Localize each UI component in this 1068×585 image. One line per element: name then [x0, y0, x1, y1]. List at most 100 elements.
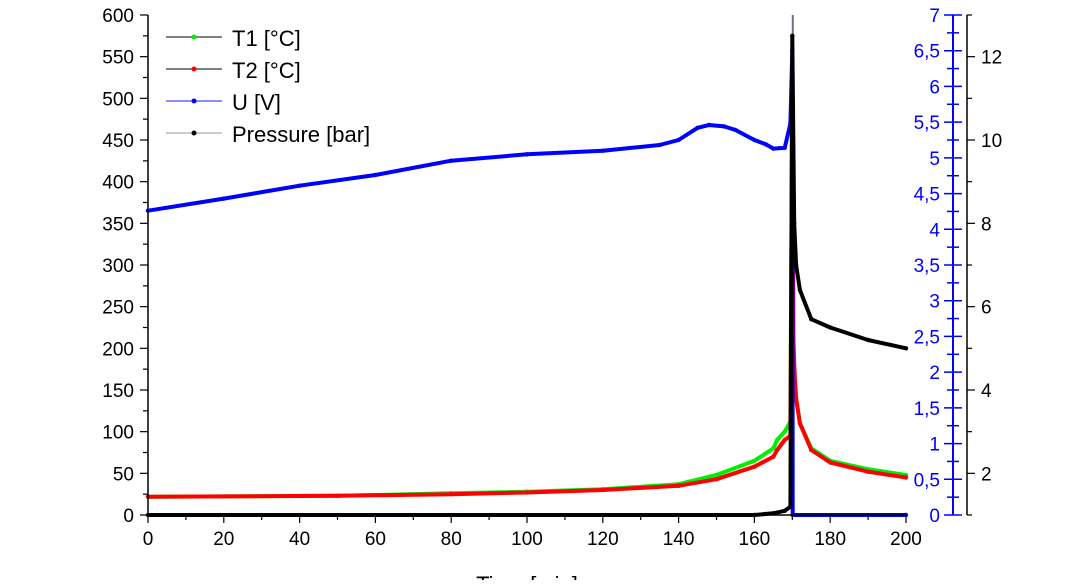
series-2-point	[524, 152, 530, 157]
u-tick-label: 6	[929, 77, 940, 98]
x-tick-label: 20	[213, 529, 234, 550]
series-2-point	[373, 172, 378, 178]
left-tick-label: 550	[102, 48, 134, 69]
series-3-point	[788, 504, 793, 509]
series-2-point	[763, 142, 768, 147]
pressure-tick-label: 8	[981, 214, 992, 235]
u-tick-label: 7	[929, 6, 940, 27]
u-tick-label: 4,5	[914, 185, 940, 206]
u-tick-label: 1	[929, 435, 940, 456]
legend-label: U [V]	[232, 90, 281, 115]
left-tick-label: 250	[102, 298, 134, 319]
series-3-point	[782, 508, 787, 514]
left-tick-label: 600	[102, 6, 134, 27]
series-1-point	[449, 491, 454, 497]
legend-label: T1 [°C]	[232, 26, 301, 51]
pressure-tick-label: 2	[981, 464, 992, 485]
u-tick-label: 2,5	[914, 327, 940, 348]
legend-label: T2 [°C]	[232, 58, 301, 83]
left-tick-label: 500	[102, 89, 134, 110]
series-1-point	[828, 460, 833, 465]
series-3-point	[791, 221, 797, 226]
series-3-point	[809, 316, 814, 322]
u-tick-label: 5	[929, 149, 940, 170]
u-tick-label: 3,5	[914, 256, 940, 277]
u-tick-label: 0	[929, 506, 940, 527]
legend-marker	[191, 34, 197, 40]
left-tick-label: 450	[102, 131, 134, 152]
series-0-point	[774, 437, 780, 443]
left-tick-label: 350	[102, 214, 134, 235]
series-1-point	[865, 469, 871, 474]
series-2-point	[676, 137, 681, 143]
left-tick-label: 100	[102, 423, 134, 444]
series-1-point	[797, 421, 803, 426]
x-tick-label: 40	[289, 529, 310, 550]
x-tick-label: 120	[587, 529, 619, 550]
x-tick-label: 160	[739, 529, 771, 550]
x-tick-label: 140	[663, 529, 695, 550]
series-0-point	[752, 458, 757, 464]
series-1-point	[774, 447, 780, 453]
x-tick-label: 60	[365, 529, 386, 550]
series-2-point	[449, 158, 454, 163]
left-tick-label: 150	[102, 381, 134, 402]
series-0-point	[714, 472, 719, 478]
x-tick-label: 180	[814, 529, 846, 550]
series-1-point	[809, 447, 814, 453]
series-1-point	[524, 490, 530, 495]
x-tick-label: 0	[143, 529, 154, 550]
series-1-point	[752, 464, 757, 469]
series-0-point	[782, 429, 787, 434]
plot-area	[145, 15, 909, 518]
u-tick-label: 6,5	[914, 42, 940, 63]
pressure-tick-label: 12	[981, 48, 1002, 69]
u-tick-label: 5,5	[914, 113, 940, 134]
x-tick-label: 80	[441, 529, 462, 550]
series-3-point	[865, 337, 871, 343]
series-2-point	[771, 146, 776, 151]
series-2-point	[706, 122, 712, 128]
x-tick-label: 100	[511, 529, 543, 550]
legend-marker	[191, 130, 197, 136]
left-tick-label: 300	[102, 256, 134, 277]
series-3-point	[828, 325, 833, 330]
series-2-point	[600, 148, 605, 153]
series-1-point	[793, 396, 799, 401]
pressure-tick-label: 4	[981, 381, 992, 402]
series-3-point	[793, 262, 799, 268]
series-1-point	[782, 437, 787, 443]
u-tick-label: 2	[929, 363, 940, 384]
series-1-point	[600, 487, 605, 493]
series-2-point	[721, 124, 727, 129]
series-1-point	[335, 493, 340, 499]
x-tick-label: 200	[890, 529, 922, 550]
left-tick-label: 400	[102, 173, 134, 194]
pressure-tick-label: 6	[981, 298, 992, 319]
series-1-point	[903, 475, 909, 480]
pressure-tick-label: 10	[981, 131, 1002, 152]
series-2-point	[752, 137, 757, 143]
series-2-point	[782, 145, 787, 151]
legend-marker	[191, 66, 197, 72]
legend-marker	[191, 98, 197, 104]
series-1-point	[714, 476, 719, 482]
series-2-point	[297, 183, 302, 188]
series-2-point	[221, 196, 226, 201]
u-tick-label: 3	[929, 292, 940, 313]
left-tick-label: 50	[113, 464, 134, 485]
series-3-point	[790, 33, 795, 39]
left-tick-label: 200	[102, 339, 134, 360]
u-tick-label: 0,5	[914, 470, 940, 491]
u-tick-label: 1,5	[914, 399, 940, 420]
series-3-point	[903, 346, 909, 351]
series-0-point	[771, 446, 776, 451]
u-tick-label: 4	[929, 220, 940, 241]
x-axis-label: Time [min]	[476, 572, 578, 580]
series-1-point	[771, 454, 776, 459]
legend: T1 [°C] T2 [°C] U [V] Pressure [bar]	[166, 26, 370, 147]
legend-label: Pressure [bar]	[232, 122, 370, 147]
series-1-point	[676, 483, 681, 489]
series-3-point	[797, 287, 803, 293]
